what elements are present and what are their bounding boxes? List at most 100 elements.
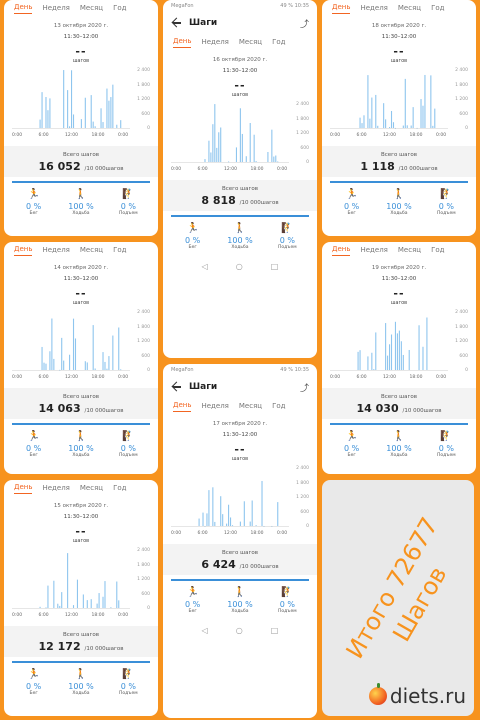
tab-week[interactable]: Неделя	[201, 402, 229, 410]
hour-bar	[86, 362, 88, 370]
tab-week[interactable]: Неделя	[201, 38, 229, 46]
nav-home-icon[interactable]: ○	[235, 262, 243, 271]
tab-month[interactable]: Месяц	[79, 4, 104, 12]
hour-bar	[396, 333, 398, 370]
tab-day[interactable]: День	[173, 37, 192, 48]
walk-label: Ходьба	[72, 691, 90, 696]
nav-back-icon[interactable]: ◁	[201, 626, 208, 635]
y-tick-label: 1 800	[455, 82, 468, 88]
nav-recents-icon[interactable]: □	[270, 262, 279, 271]
run-label: Бег	[29, 453, 38, 458]
hour-bar	[61, 592, 63, 608]
activity-breakdown: 🏃 0 % Бег 🚶 100 % Ходьба 🧗 0 % Подъем	[322, 183, 476, 216]
hour-bar	[249, 122, 251, 162]
bar-chart-svg: 0:00 6:00 12:00 18:00 0:00	[330, 317, 448, 380]
tab-day[interactable]: День	[14, 3, 33, 14]
hour-bar	[249, 521, 251, 526]
chart-scrubber-handle[interactable]	[393, 379, 405, 385]
tab-week[interactable]: Неделя	[42, 484, 70, 492]
chart-scrubber-handle[interactable]	[75, 617, 87, 623]
activity-walk: 🚶 100 % Ходьба	[57, 669, 104, 696]
activity-walk: 🚶 100 % Ходьба	[216, 587, 263, 614]
hour-bar	[41, 92, 43, 128]
chart-scrubber-handle[interactable]	[75, 379, 87, 385]
y-tick-label: 600	[459, 353, 468, 359]
tab-year[interactable]: Год	[272, 402, 286, 410]
tab-month[interactable]: Месяц	[79, 484, 104, 492]
bar-chart-svg: 0:00 6:00 12:00 18:00 0:00	[171, 480, 289, 536]
tab-month[interactable]: Месяц	[238, 38, 263, 46]
progress-bar	[330, 181, 468, 183]
tab-month[interactable]: Месяц	[397, 4, 422, 12]
activity-climb: 🧗 0 % Подъем	[423, 189, 470, 216]
date-label: 18 октября 2020 г.	[371, 23, 427, 29]
tab-year[interactable]: Год	[272, 38, 286, 46]
x-tick-label: 6:00	[39, 612, 49, 618]
tab-year[interactable]: Год	[431, 246, 445, 254]
time-range: 11:30–12:00	[381, 34, 417, 40]
tab-day[interactable]: День	[332, 245, 351, 256]
hour-bar	[375, 94, 377, 128]
tab-week[interactable]: Неделя	[360, 4, 388, 12]
carrier: MegaFon	[171, 367, 194, 373]
tab-week[interactable]: Неделя	[360, 246, 388, 254]
battery-time: 49 % 10:35	[280, 3, 309, 9]
hourly-steps-chart: 0:00 6:00 12:00 18:00 0:00 2 400 1 800 1 200 600…	[12, 310, 150, 382]
run-percent: 0 %	[26, 444, 42, 453]
tab-month[interactable]: Месяц	[397, 246, 422, 254]
nav-back-icon[interactable]: ◁	[201, 262, 208, 271]
chart-scrubber-handle[interactable]	[393, 137, 405, 143]
share-icon[interactable]: ⤴	[299, 19, 309, 30]
hour-bar	[394, 321, 396, 370]
tab-day[interactable]: День	[332, 3, 351, 14]
progress-bar	[330, 423, 468, 425]
tab-year[interactable]: Год	[113, 4, 127, 12]
hour-bar	[398, 330, 400, 370]
tab-day[interactable]: День	[14, 245, 33, 256]
hour-bar	[359, 117, 361, 128]
back-arrow-icon[interactable]	[171, 381, 183, 393]
nav-recents-icon[interactable]: □	[270, 626, 279, 635]
y-tick-label: 1 200	[137, 577, 150, 582]
activity-climb: 🧗 0 % Подъем	[264, 587, 311, 614]
tab-day[interactable]: День	[173, 401, 192, 412]
share-icon[interactable]: ⤴	[299, 383, 309, 394]
hour-bar	[367, 75, 369, 128]
hour-bar	[80, 119, 82, 128]
chart-scrubber-handle[interactable]	[234, 535, 246, 541]
hour-bar	[363, 115, 365, 128]
hour-bar	[43, 362, 45, 370]
hour-bar	[53, 358, 55, 370]
back-arrow-icon[interactable]	[171, 17, 183, 29]
y-tick-label: 2 400	[137, 548, 150, 553]
hour-bar	[210, 152, 212, 162]
total-label: Всего шагов	[221, 550, 259, 556]
chart-scrubber-handle[interactable]	[234, 171, 246, 177]
tab-week[interactable]: Неделя	[42, 4, 70, 12]
total-steps: 14 063 /10 000шагов	[14, 402, 148, 415]
walk-percent: 100 %	[227, 600, 253, 609]
tab-day[interactable]: День	[14, 483, 33, 494]
battery-time: 49 % 10:35	[280, 367, 309, 373]
nav-home-icon[interactable]: ○	[235, 626, 243, 635]
steps-screen-oct19: День Неделя Месяц Год 19 октября 2020 г.…	[322, 242, 476, 474]
hour-bar	[208, 490, 210, 526]
hour-bar	[202, 512, 204, 526]
y-tick-label: 1 800	[137, 324, 150, 330]
tab-year[interactable]: Год	[431, 4, 445, 12]
site-logo[interactable]: diets.ru	[368, 683, 466, 708]
x-tick-label: 6:00	[357, 374, 367, 380]
tab-year[interactable]: Год	[113, 246, 127, 254]
tab-month[interactable]: Месяц	[238, 402, 263, 410]
system-nav: ◁ ○ □	[163, 626, 317, 635]
tab-year[interactable]: Год	[113, 484, 127, 492]
tab-month[interactable]: Месяц	[79, 246, 104, 254]
time-range: 11:30–12:00	[381, 276, 417, 282]
hour-bar	[383, 103, 385, 128]
summary: Всего шагов 6 424 /10 000шагов	[163, 544, 317, 575]
y-tick-label: 1 800	[137, 562, 150, 568]
bar-chart-svg: 0:00 6:00 12:00 18:00 0:00	[12, 70, 130, 138]
chart-scrubber-handle[interactable]	[75, 137, 87, 143]
x-tick-label: 0:00	[118, 612, 128, 618]
tab-week[interactable]: Неделя	[42, 246, 70, 254]
